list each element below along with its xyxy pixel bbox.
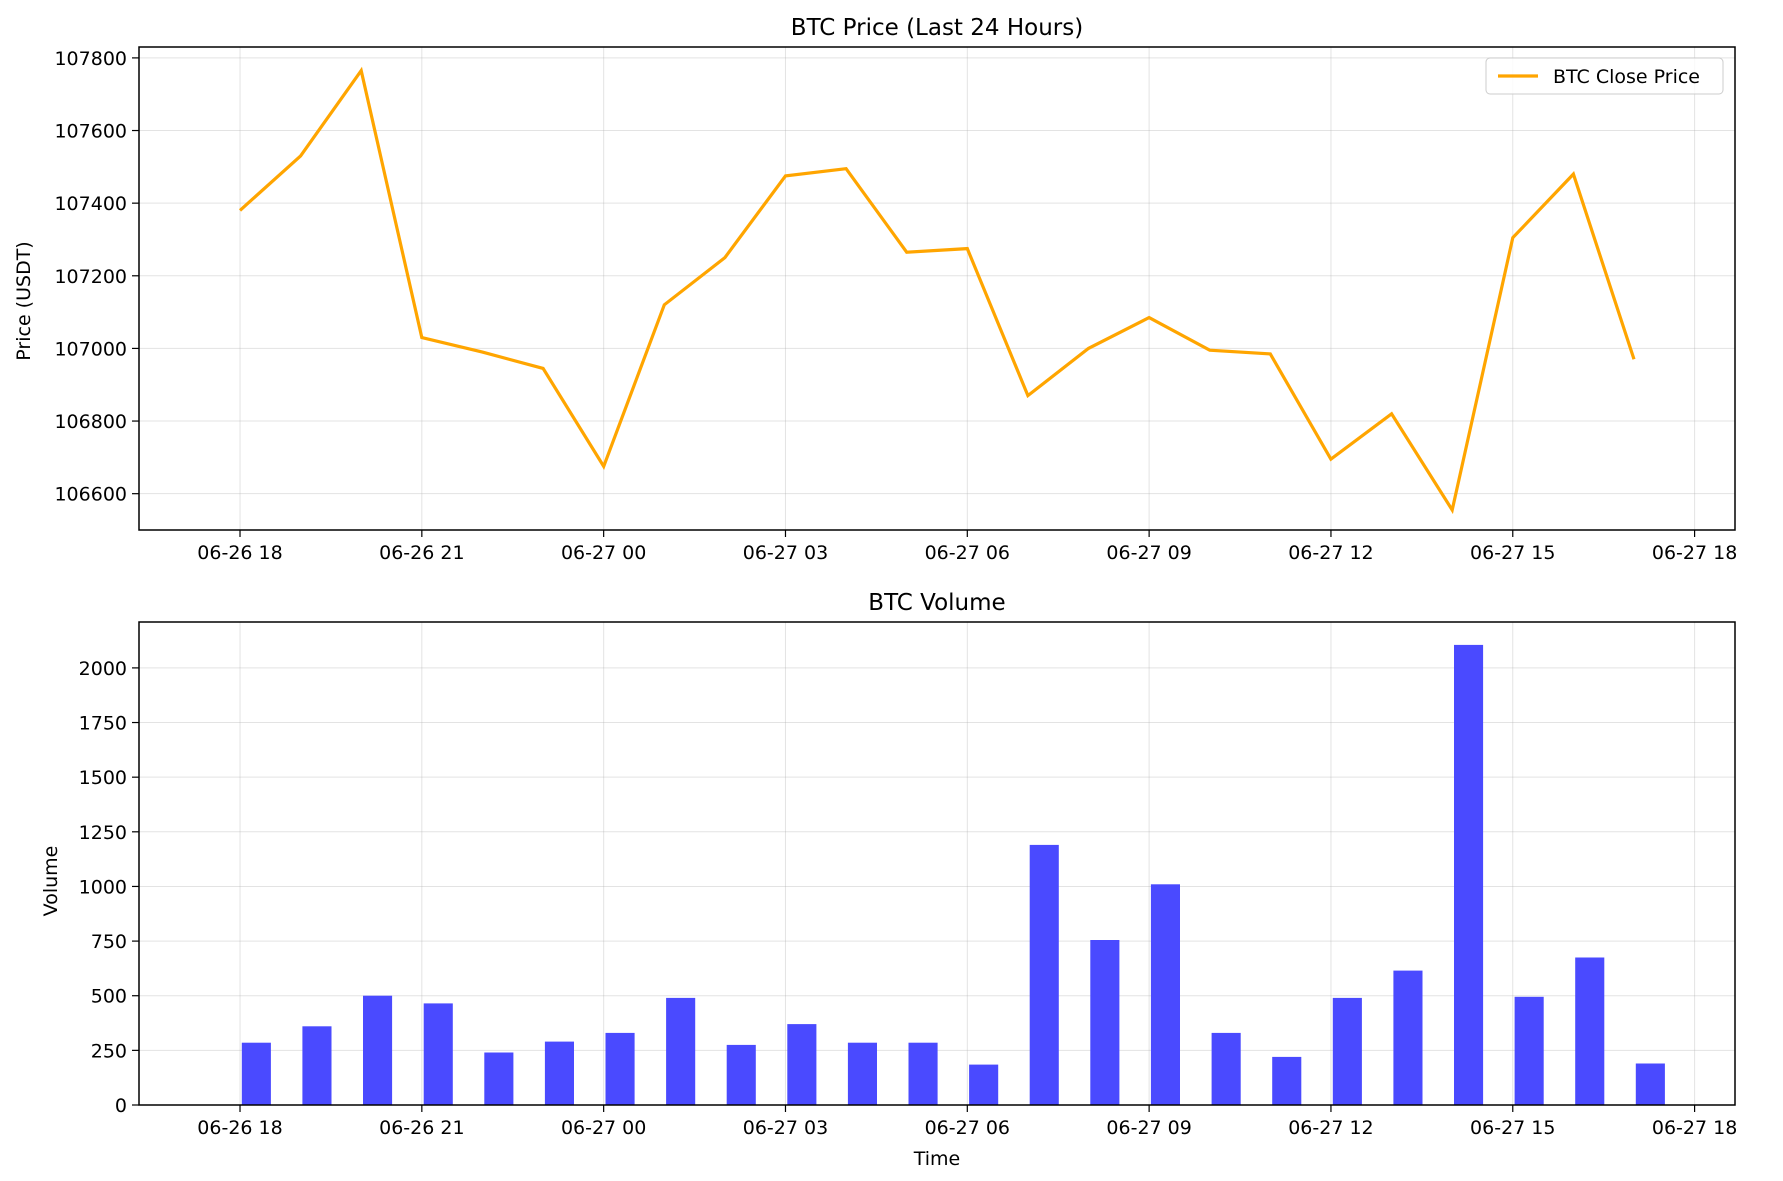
y-tick-label: 0 xyxy=(115,1095,127,1117)
y-tick-label: 107800 xyxy=(54,48,127,70)
volume-bar xyxy=(908,1042,938,1105)
x-tick-label: 06-27 00 xyxy=(561,542,646,564)
x-tick-label: 06-26 21 xyxy=(379,542,464,564)
volume-chart-title: BTC Volume xyxy=(868,590,1005,616)
volume-bar xyxy=(1393,970,1423,1105)
y-tick-label: 750 xyxy=(91,931,127,953)
x-tick-label: 06-27 03 xyxy=(743,542,828,564)
price-ticks: 06-26 18 06-26 21 06-27 00 06-27 03 06-27 06… xyxy=(54,48,1737,564)
volume-bar xyxy=(847,1042,877,1105)
volume-panel: BTC Volume Volume Time 06-26 18 06-26 21 0… xyxy=(40,590,1737,1170)
x-tick-label: 06-27 00 xyxy=(561,1117,646,1139)
x-tick-label: 06-27 18 xyxy=(1652,542,1737,564)
volume-bar xyxy=(1454,644,1484,1105)
volume-bar xyxy=(1029,844,1059,1105)
x-tick-label: 06-27 18 xyxy=(1652,1117,1737,1139)
y-tick-label: 2000 xyxy=(79,658,127,680)
x-tick-label: 06-26 21 xyxy=(379,1117,464,1139)
y-tick-label: 250 xyxy=(91,1040,127,1062)
volume-bar xyxy=(302,1026,332,1105)
y-tick-label: 1750 xyxy=(79,713,127,735)
y-tick-label: 1250 xyxy=(79,822,127,844)
volume-bar xyxy=(484,1052,514,1105)
y-tick-label: 500 xyxy=(91,986,127,1008)
volume-bar xyxy=(1211,1032,1241,1105)
x-tick-label: 06-27 12 xyxy=(1288,1117,1373,1139)
x-tick-label: 06-26 18 xyxy=(197,542,282,564)
volume-bar xyxy=(363,995,393,1105)
volume-ticks: 06-26 18 06-26 21 06-27 00 06-27 03 06-27 06… xyxy=(79,658,1738,1139)
price-line xyxy=(238,66,1636,515)
volume-bar xyxy=(1090,940,1120,1105)
x-tick-label: 06-27 12 xyxy=(1288,542,1373,564)
volume-bar xyxy=(969,1064,999,1105)
y-tick-label: 107000 xyxy=(54,338,127,360)
price-series xyxy=(238,66,1636,515)
price-chart-title: BTC Price (Last 24 Hours) xyxy=(791,15,1083,41)
y-tick-label: 107200 xyxy=(54,266,127,288)
volume-bar xyxy=(1575,957,1605,1105)
y-tick-label: 107600 xyxy=(54,121,127,143)
legend-box xyxy=(1485,57,1724,95)
price-y-axis-label: Price (USDT) xyxy=(13,241,35,360)
x-tick-label: 06-27 09 xyxy=(1106,1117,1191,1139)
x-tick-label: 06-26 18 xyxy=(197,1117,282,1139)
volume-bar xyxy=(423,1003,453,1105)
volume-bar xyxy=(1332,997,1362,1105)
volume-bar xyxy=(1635,1063,1665,1105)
volume-bar xyxy=(1150,884,1180,1105)
volume-bar xyxy=(544,1041,574,1105)
y-tick-label: 106800 xyxy=(54,411,127,433)
volume-y-axis-label: Volume xyxy=(40,846,62,917)
volume-x-axis-label: Time xyxy=(913,1148,961,1170)
y-tick-label: 1000 xyxy=(79,876,127,898)
volume-bar xyxy=(241,1042,271,1105)
price-plot-frame xyxy=(138,46,1736,531)
volume-bar xyxy=(1514,996,1544,1105)
volume-bar xyxy=(666,997,696,1105)
x-tick-label: 06-27 06 xyxy=(925,1117,1010,1139)
volume-bar xyxy=(605,1032,635,1105)
y-tick-label: 1500 xyxy=(79,767,127,789)
y-tick-label: 107400 xyxy=(54,193,127,215)
x-tick-label: 06-27 03 xyxy=(743,1117,828,1139)
x-tick-label: 06-27 15 xyxy=(1470,1117,1555,1139)
y-tick-label: 106600 xyxy=(54,484,127,506)
x-tick-label: 06-27 06 xyxy=(925,542,1010,564)
x-tick-label: 06-27 15 xyxy=(1470,542,1555,564)
price-panel: BTC Price (Last 24 Hours) Price (USDT) 0… xyxy=(13,15,1737,564)
x-tick-label: 06-27 09 xyxy=(1106,542,1191,564)
volume-plot-frame xyxy=(138,621,1736,1106)
volume-bar xyxy=(787,1024,817,1105)
volume-series xyxy=(241,644,1665,1105)
volume-bar xyxy=(726,1044,756,1105)
volume-bar xyxy=(1272,1056,1302,1105)
legend-label: BTC Close Price xyxy=(1553,66,1700,88)
price-legend: BTC Close Price xyxy=(1485,57,1724,95)
price-grid xyxy=(139,47,1735,530)
